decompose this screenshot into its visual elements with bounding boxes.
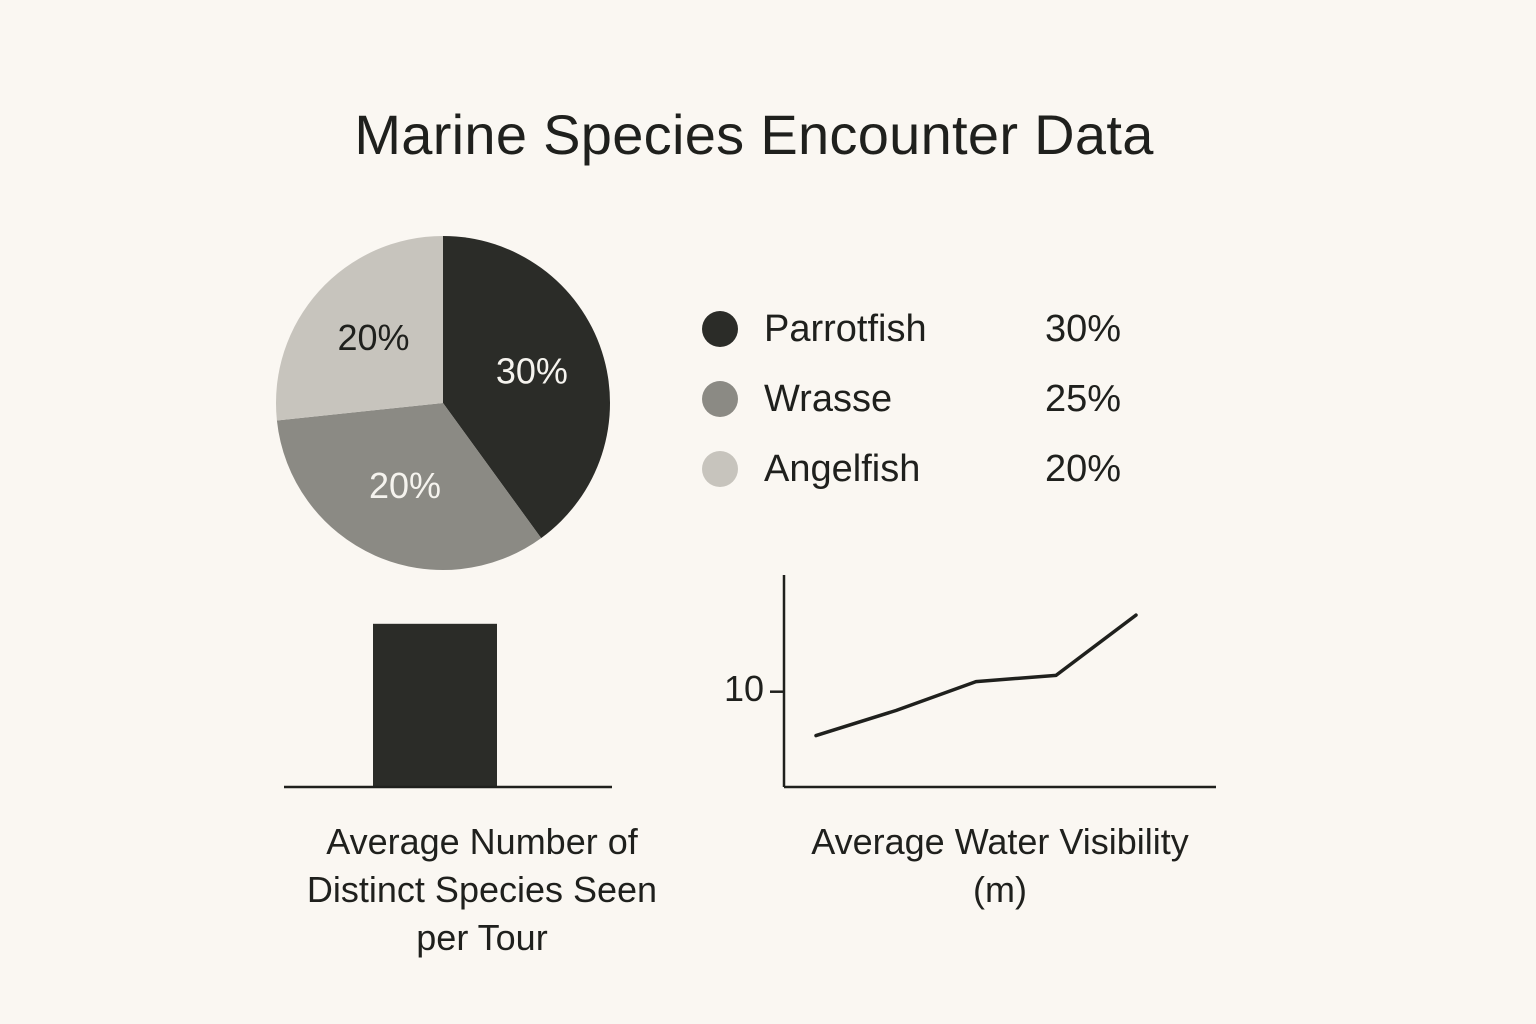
data-point (1134, 613, 1138, 617)
bar-chart-label: Average Number of Distinct Species Seen … (306, 821, 658, 958)
bar-chart (284, 623, 612, 789)
pie-label-wrasse: 20% (369, 465, 441, 506)
pie-slice-parrotfish (443, 236, 611, 539)
legend-label: Parrotfish (764, 308, 927, 350)
legend-label: Angelfish (764, 448, 921, 490)
line-chart-label: Average Water Visibility (m) (811, 821, 1189, 910)
pie-label-angelfish: 20% (337, 317, 409, 358)
legend-label: Wrasse (764, 378, 893, 420)
pie-label-parrotfish: 30% (496, 351, 568, 392)
data-point (814, 734, 818, 738)
legend-swatch-parrotfish (702, 311, 738, 347)
data-point (894, 709, 898, 712)
pie-slice-angelfish (275, 235, 443, 421)
legend-item-parrotfish: Parrotfish 30% (700, 300, 1160, 370)
legend-item-wrasse: Wrasse 25% (700, 370, 1160, 440)
chart-title: Marine Species Encounter Data (354, 103, 1154, 166)
legend-item-angelfish: Angelfish 20% (700, 440, 1160, 510)
bar (373, 623, 497, 787)
line-chart: 10 (724, 575, 1216, 789)
legend-swatch-wrasse (702, 381, 738, 417)
data-point (1054, 673, 1058, 677)
series-line (814, 613, 1138, 738)
legend-value: 30% (1045, 308, 1122, 350)
pie-slice-wrasse (276, 403, 542, 571)
data-point (974, 680, 978, 684)
legend-value: 25% (1045, 378, 1122, 420)
pie-legend: Parrotfish 30% Wrasse 25% Angelfish 20% (700, 300, 1160, 510)
pie-chart: 30% 20% 20% (275, 235, 611, 571)
y-tick-label: 10 (724, 668, 764, 709)
legend-value: 20% (1045, 448, 1122, 490)
legend-swatch-angelfish (702, 451, 738, 487)
